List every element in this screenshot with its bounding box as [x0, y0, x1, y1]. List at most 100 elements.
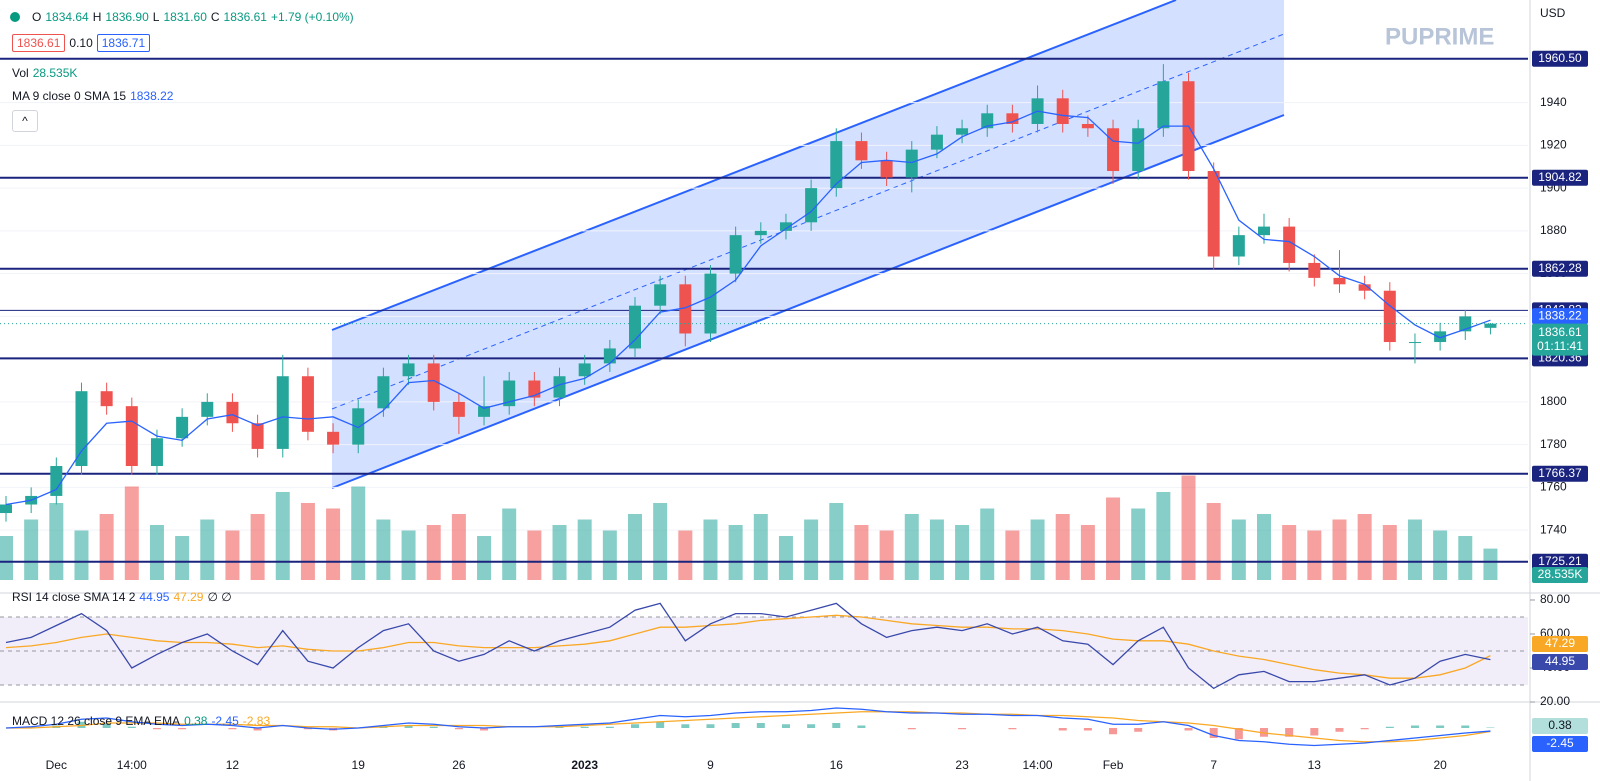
ma-axis-label: 1838.22: [1538, 308, 1582, 322]
volume-bar: [628, 514, 642, 580]
volume-bar: [24, 519, 39, 580]
bid[interactable]: 1836.61: [12, 34, 66, 52]
signal-value: -2.83: [242, 714, 271, 728]
candle-body: [125, 406, 138, 467]
candle-body: [704, 273, 717, 334]
vol-value: 28.535K: [32, 66, 78, 80]
x-tick-label: 16: [830, 758, 844, 772]
volume-bar: [99, 514, 114, 580]
volume-bar: [1131, 508, 1146, 580]
macd-hist: [1083, 728, 1092, 731]
volume-bar: [376, 519, 391, 580]
x-tick-label: 26: [452, 758, 466, 772]
macd-hist: [152, 728, 161, 730]
ma-axis-box: [1532, 308, 1588, 325]
candle-body: [352, 408, 365, 445]
macd-legend: MACD 12 26 close 9 EMA EMA 0.38 -2.45 -2.83: [12, 714, 270, 728]
macd-hist: [832, 723, 841, 728]
volume-bar: [1030, 519, 1045, 580]
hist-axis-box: [1532, 718, 1588, 734]
macd-hist: [731, 723, 740, 728]
volume-bar: [1382, 525, 1397, 580]
y-tick-label: 1740: [1540, 522, 1567, 536]
volume-bar: [653, 503, 668, 580]
candle-body: [1434, 331, 1447, 343]
candle-body: [1258, 226, 1270, 236]
h-value: 1836.90: [105, 10, 149, 24]
candle-body: [578, 363, 591, 377]
h-label: H: [92, 10, 102, 24]
rsi-tick-label: 20.00: [1540, 694, 1570, 708]
x-tick-label: 23: [955, 758, 969, 772]
macd-line: [5, 707, 1491, 747]
ask[interactable]: 1836.71: [96, 34, 151, 52]
macd-value: -2.45: [211, 714, 239, 728]
volume-bar: [1407, 519, 1422, 580]
candle-body: [679, 284, 692, 334]
volume-bar: [1181, 475, 1196, 580]
rsi-legend: RSI 14 close SMA 14 2 44.95 47.29 ∅ ∅: [12, 590, 232, 604]
channel-fill: [332, 0, 1284, 488]
candle-body: [930, 134, 943, 150]
x-tick-label: 7: [1210, 758, 1217, 772]
candle-body: [1107, 128, 1120, 172]
candle-body: [729, 235, 742, 274]
candle-body: [226, 401, 239, 424]
l-value: 1831.60: [163, 10, 207, 24]
volume-bar: [1257, 514, 1271, 580]
candle-body: [528, 380, 541, 398]
candle-body: [830, 141, 843, 189]
candle-body: [75, 391, 88, 467]
macd-hist: [631, 724, 639, 728]
volume-bar: [1307, 530, 1322, 580]
volume-bar: [678, 530, 693, 580]
rsi-extra: ∅ ∅: [207, 590, 232, 604]
x-tick-label: 14:00: [117, 758, 147, 772]
rsi-tick-label: 80.00: [1540, 592, 1570, 606]
y-tick-label: 1800: [1540, 394, 1567, 408]
macd-hist: [1436, 725, 1445, 728]
y-tick-label: 1760: [1540, 480, 1567, 494]
x-tick-label: Dec: [46, 758, 67, 772]
macd-axis-label: -2.45: [1546, 736, 1574, 750]
candle-body: [805, 188, 818, 223]
volume-bar: [477, 536, 492, 580]
level-label: 1862.28: [1538, 261, 1582, 275]
volume-bar: [149, 525, 164, 580]
candle-body: [251, 423, 264, 449]
collapse-button[interactable]: ^: [12, 110, 38, 132]
volume-bar: [49, 503, 64, 580]
macd-hist: [1335, 728, 1344, 732]
macd-hist: [1184, 728, 1193, 731]
candle-body: [1056, 98, 1069, 124]
macd-hist: [429, 726, 438, 728]
macd-hist: [580, 726, 589, 728]
candle-body: [1081, 123, 1094, 129]
volume-bar: [854, 525, 869, 580]
candle-body: [1358, 284, 1371, 291]
volume-bar: [1156, 492, 1171, 580]
volume-bar: [0, 536, 13, 580]
macd-hist: [1234, 728, 1243, 740]
candle-body: [654, 284, 667, 306]
candle-body: [855, 141, 868, 161]
ma-title: MA 9 close 0 SMA 15: [12, 89, 127, 103]
volume-bar: [804, 519, 819, 580]
macd-hist: [857, 725, 866, 728]
macd-hist: [1310, 728, 1319, 736]
candle-body: [402, 363, 415, 377]
volume-bar: [1206, 503, 1221, 580]
x-tick-label: 2023: [571, 758, 598, 772]
x-tick-label: 13: [1308, 758, 1322, 772]
ma-line: [5, 110, 1491, 506]
volume-bar: [879, 530, 894, 580]
rsi-value: 44.95: [139, 590, 170, 604]
volume-bar: [602, 530, 617, 580]
vol-title: Vol: [12, 66, 29, 80]
macd-hist: [480, 728, 489, 731]
macd-hist: [127, 726, 136, 728]
level-box: [1532, 169, 1588, 186]
volume-bar: [250, 514, 265, 580]
